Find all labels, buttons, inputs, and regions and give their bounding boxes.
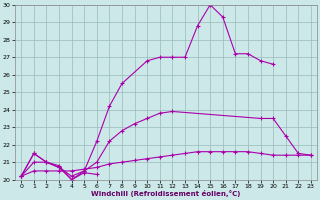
- X-axis label: Windchill (Refroidissement éolien,°C): Windchill (Refroidissement éolien,°C): [92, 190, 241, 197]
